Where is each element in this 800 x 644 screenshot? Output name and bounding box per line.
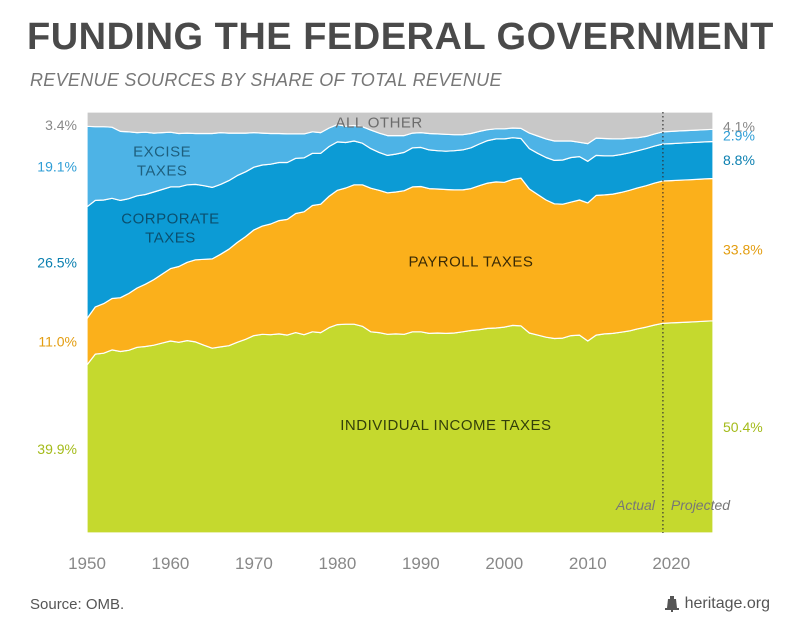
projected-label: Projected — [671, 497, 731, 513]
x-tick-label: 1950 — [68, 554, 106, 573]
x-tick-label: 1970 — [235, 554, 273, 573]
x-tick-label: 2010 — [569, 554, 607, 573]
actual-label: Actual — [615, 497, 656, 513]
area-label-line: ALL OTHER — [335, 115, 422, 132]
area-label-corporate: CORPORATE TAXES — [121, 210, 219, 246]
left-label-excise: 19.1% — [37, 159, 77, 175]
x-tick-label: 1980 — [318, 554, 356, 573]
x-tick-label: 1990 — [402, 554, 440, 573]
x-tick-label: 2000 — [485, 554, 523, 573]
source-note: Source: OMB. — [30, 596, 125, 613]
right-label-corporate: 8.8% — [723, 152, 755, 168]
left-label-individual: 39.9% — [37, 441, 77, 457]
area-label-line: TAXES — [145, 229, 196, 246]
area-label-payroll: PAYROLL TAXES — [409, 254, 534, 271]
right-label-excise: 2.9% — [723, 127, 755, 143]
right-label-payroll: 33.8% — [723, 242, 763, 258]
brand-credit[interactable]: heritage.org — [664, 595, 770, 613]
right-label-individual: 50.4% — [723, 419, 763, 435]
area-label-line: CORPORATE — [121, 210, 219, 227]
area-label-excise: EXCISE TAXES — [133, 144, 191, 180]
area-label-line: PAYROLL TAXES — [409, 254, 534, 271]
area-other — [86, 111, 714, 145]
x-tick-label: 2020 — [652, 554, 690, 573]
chart-title: FUNDING THE FEDERAL GOVERNMENT — [27, 16, 774, 58]
liberty-bell-icon — [664, 596, 679, 612]
area-label-individual: INDIVIDUAL INCOME TAXES — [340, 417, 551, 434]
left-label-corporate: 26.5% — [37, 255, 77, 271]
x-tick-label: 1960 — [152, 554, 190, 573]
chart-subtitle: REVENUE SOURCES BY SHARE OF TOTAL REVENU… — [30, 70, 502, 90]
area-label-line: TAXES — [137, 163, 188, 180]
area-label-line: EXCISE — [133, 144, 191, 161]
left-label-other: 3.4% — [45, 117, 77, 133]
area-label-line: INDIVIDUAL INCOME TAXES — [340, 417, 551, 434]
area-label-other: ALL OTHER — [335, 115, 422, 132]
brand-name: heritage.org — [684, 595, 770, 612]
right-label-other: 4.1% — [723, 119, 755, 135]
left-label-payroll: 11.0% — [38, 334, 77, 350]
